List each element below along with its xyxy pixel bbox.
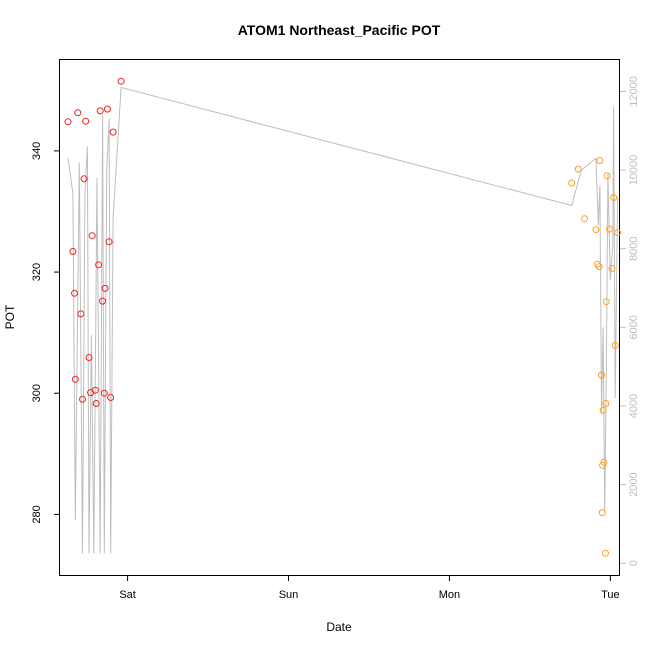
y-axis-label: POT <box>3 304 17 329</box>
data-point-series-1 <box>92 400 100 407</box>
x-tick-label: Sat <box>119 589 136 601</box>
data-point-series-2 <box>602 549 609 557</box>
y2-tick-label: 10000 <box>628 155 640 186</box>
data-point-series-2 <box>602 298 610 306</box>
y-axis-right: 0 2000 4000 6000 8000 10000 12000 <box>620 76 640 566</box>
data-point-series-1 <box>117 77 125 85</box>
x-axis: Sat Sun Mon Tue <box>119 575 620 601</box>
x-tick-label: Mon <box>439 589 460 601</box>
data-point-series-1 <box>77 310 85 318</box>
data-point-series-1 <box>85 354 93 361</box>
data-point-series-1 <box>105 238 113 246</box>
data-point-series-1 <box>82 117 90 125</box>
data-point-series-2 <box>614 229 622 237</box>
x-tick-label: Sun <box>279 589 299 601</box>
data-point-series-2 <box>595 263 603 271</box>
data-point-series-1 <box>104 105 111 113</box>
data-point-series-2 <box>581 215 589 223</box>
data-point-series-2 <box>608 264 616 272</box>
data-point-series-1 <box>96 107 104 115</box>
data-point-series-2 <box>592 226 600 234</box>
y2-tick-label: 2000 <box>628 472 640 496</box>
y2-tick-label: 6000 <box>628 315 640 339</box>
chart-title: ATOM1 Northeast_Pacific POT <box>238 22 441 38</box>
plot-frame <box>59 59 620 576</box>
data-point-series-2 <box>602 400 610 407</box>
data-point-series-1 <box>107 394 115 401</box>
data-point-series-2 <box>598 509 606 517</box>
x-axis-label: Date <box>326 620 352 634</box>
data-point-series-1 <box>100 389 108 397</box>
data-point-series-2 <box>599 406 607 414</box>
data-point-series-2 <box>596 157 604 165</box>
data-point-series-1 <box>80 175 88 183</box>
y-axis-left: 280 300 320 340 <box>31 142 60 524</box>
y-tick-label: 340 <box>31 142 43 160</box>
y2-tick-label: 12000 <box>628 76 640 107</box>
data-point-series-1 <box>64 118 72 126</box>
data-point-series-1 <box>95 261 103 269</box>
line-layer <box>67 86 619 554</box>
data-point-series-2 <box>568 179 576 187</box>
data-point-series-1 <box>99 297 107 305</box>
data-point-series-1 <box>71 375 79 383</box>
data-point-series-1 <box>101 284 109 292</box>
data-point-series-2 <box>610 194 618 201</box>
data-point-series-2 <box>598 371 605 379</box>
y-tick-label: 300 <box>31 384 43 402</box>
data-point-series-2 <box>606 225 613 233</box>
data-point-series-1 <box>79 395 86 403</box>
point-layer <box>64 77 622 557</box>
x-tick-label: Tue <box>601 589 620 601</box>
data-point-series-2 <box>600 458 608 466</box>
data-point-series-2 <box>611 341 619 349</box>
data-point-series-1 <box>91 386 99 394</box>
data-point-series-1 <box>69 248 77 255</box>
y2-tick-label: 0 <box>628 560 640 566</box>
data-point-series-2 <box>603 172 611 180</box>
y-tick-label: 320 <box>31 263 43 281</box>
y-tick-label: 280 <box>31 505 43 523</box>
y2-tick-label: 8000 <box>628 236 640 260</box>
data-point-series-1 <box>74 109 82 117</box>
data-point-series-1 <box>109 128 117 136</box>
series-line-right-axis <box>67 86 619 554</box>
y2-tick-label: 4000 <box>628 394 640 418</box>
data-point-series-1 <box>88 232 96 240</box>
data-point-series-1 <box>71 289 78 297</box>
data-point-series-2 <box>574 165 582 173</box>
